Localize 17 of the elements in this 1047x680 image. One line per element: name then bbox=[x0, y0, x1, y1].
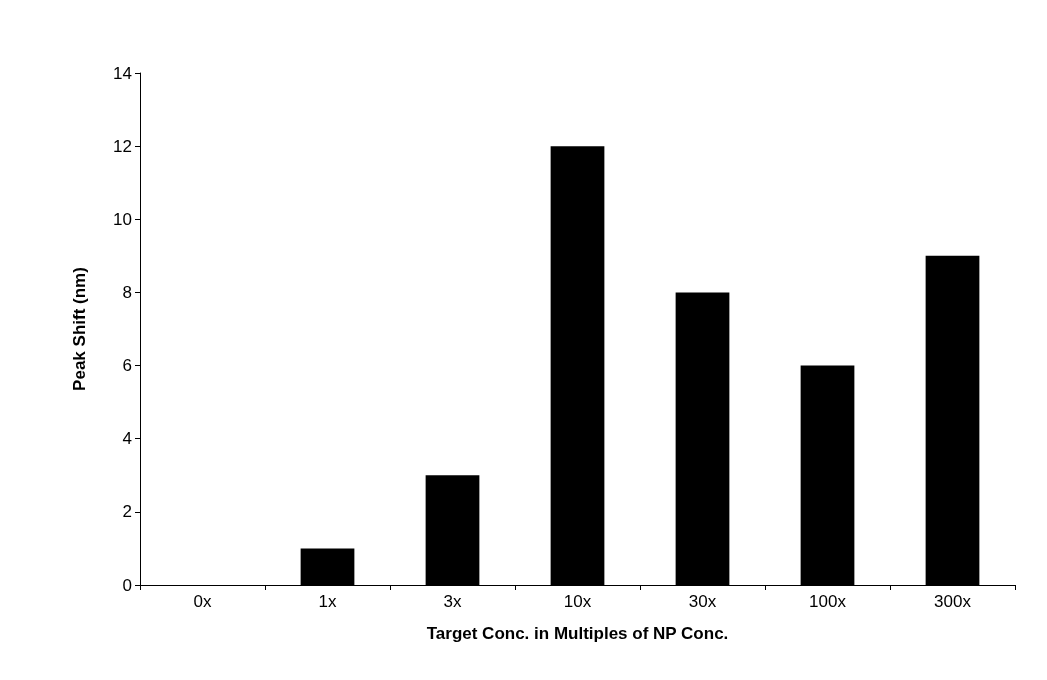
y-tick-label: 12 bbox=[113, 136, 132, 156]
y-tick-label: 2 bbox=[122, 502, 132, 522]
x-tick-label: 3x bbox=[443, 592, 462, 611]
x-tick-label: 10x bbox=[563, 592, 592, 611]
x-tick-label: 100x bbox=[809, 592, 847, 611]
x-tick-label: 300x bbox=[934, 592, 972, 611]
x-axis-title: Target Conc. in Multiples of NP Conc. bbox=[426, 624, 729, 643]
y-tick-label: 8 bbox=[122, 282, 132, 302]
y-tick-label: 0 bbox=[122, 575, 132, 595]
y-tick-label: 4 bbox=[122, 429, 132, 449]
y-tick-label: 6 bbox=[122, 356, 132, 376]
y-tick-label: 14 bbox=[113, 63, 132, 83]
y-axis-title: Peak Shift (nm) bbox=[70, 267, 89, 391]
x-tick-label: 0x bbox=[193, 592, 212, 611]
y-tick-label: 10 bbox=[113, 209, 132, 229]
x-tick-label: 1x bbox=[318, 592, 337, 611]
x-tick-label: 30x bbox=[688, 592, 717, 611]
